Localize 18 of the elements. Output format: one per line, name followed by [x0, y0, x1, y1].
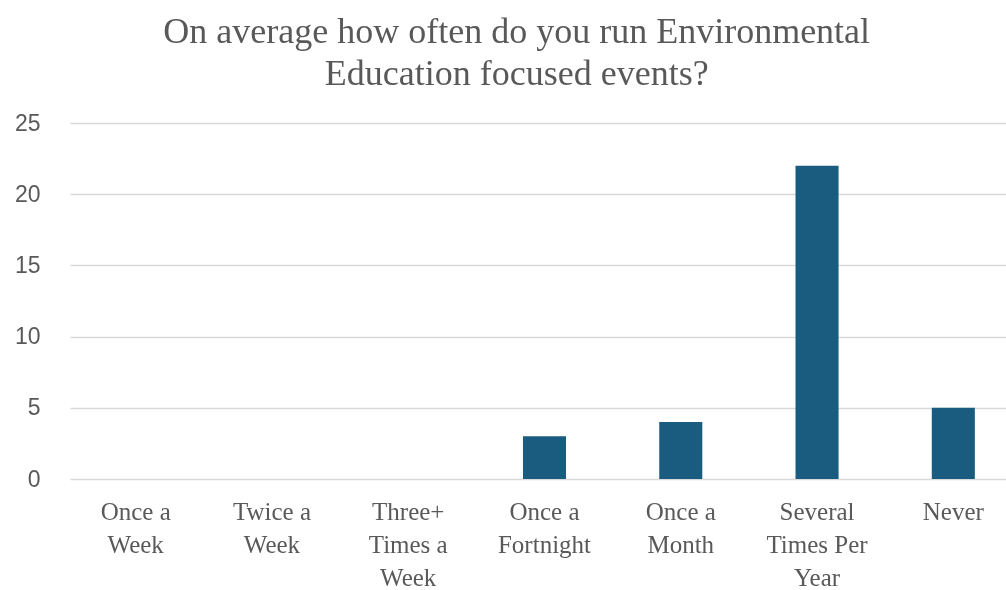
bar: [795, 165, 839, 479]
y-tick-label: 20: [14, 180, 41, 207]
y-tick-label: 5: [27, 394, 41, 421]
x-tick-label: Never: [922, 497, 985, 525]
chart-title: On average how often do you run Environmental Education focused events?: [163, 11, 871, 93]
y-tick-label: 15: [14, 251, 41, 278]
x-tick-label: Several Times Per Year: [766, 497, 869, 590]
x-tick-label: Once a Month: [645, 497, 716, 558]
y-tick-label: 0: [27, 465, 41, 492]
bar: [522, 436, 567, 479]
x-tick-label: Once a Week: [100, 497, 171, 558]
bar: [659, 422, 703, 479]
x-tick-label: Twice a Week: [232, 497, 311, 558]
y-tick-label: 25: [14, 109, 41, 136]
x-tick-label: Three+ Times a Week: [368, 497, 448, 590]
bar: [931, 407, 975, 479]
y-tick-label: 10: [14, 323, 41, 350]
x-tick-label: Once a Fortnight: [497, 497, 592, 558]
